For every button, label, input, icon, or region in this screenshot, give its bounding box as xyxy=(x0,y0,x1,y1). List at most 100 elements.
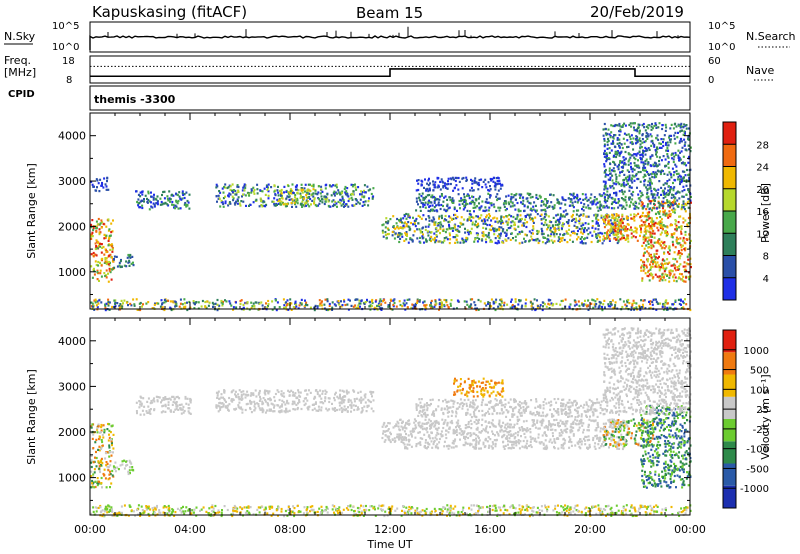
nsky-spikes xyxy=(107,26,679,38)
power-panel: 1000 2000 3000 4000 Slant Range [km] xyxy=(25,112,692,312)
x-tick-labels: 00:00 04:00 08:00 12:00 16:00 20:00 00:00 xyxy=(74,523,706,536)
velocity-colorbar-swatch xyxy=(723,463,736,486)
freq-tick-bottom: 8 xyxy=(66,75,72,86)
nsky-tick-bottom-left: 10^0 xyxy=(52,42,79,53)
station-title: Kapuskasing (fitACF) xyxy=(92,3,247,21)
velocity-colorbar-swatch xyxy=(723,352,736,375)
power-region-2 xyxy=(90,176,110,193)
velocity-colorbar-swatch xyxy=(723,374,736,397)
power-ylabel: Slant Range [km] xyxy=(25,163,38,259)
nsky-label: N.Sky xyxy=(4,30,36,43)
power-colorbar-label: Power [dB] xyxy=(759,183,772,243)
x-tick-label: 16:00 xyxy=(474,523,506,536)
velocity-cells xyxy=(90,327,692,518)
cpid-panel: themis -3300 xyxy=(89,85,691,111)
velocity-region-4 xyxy=(381,420,402,444)
freq-panel: Freq. [MHz] CPID 18 8 60 0 Nave xyxy=(4,54,774,100)
velocity-colorbar-tick: -100 xyxy=(746,445,769,456)
power-colorbar-tick: 4 xyxy=(763,274,769,285)
velocity-colorbar-swatch xyxy=(723,396,736,419)
nsearch-label: N.Search xyxy=(746,30,796,43)
power-colorbar-tick: 12 xyxy=(756,229,769,240)
power-colorbar-tick: 24 xyxy=(756,163,769,174)
power-colorbar-swatch xyxy=(723,166,736,189)
freq-tick-top: 18 xyxy=(62,56,75,67)
power-colorbar-swatch xyxy=(723,255,736,278)
velocity-region-1 xyxy=(112,459,135,476)
velocity-ytick-label: 2000 xyxy=(58,426,86,439)
power-colorbar-swatch xyxy=(723,144,736,167)
velocity-ytick-label: 3000 xyxy=(58,380,86,393)
velocity-ytick-label: 1000 xyxy=(58,472,86,485)
velocity-colorbar-swatch xyxy=(723,419,736,442)
nsky-series-line xyxy=(89,35,691,50)
nave-label: Nave xyxy=(746,64,774,77)
nsky-panel: N.Sky 10^5 10^0 10^5 10^0 N.Search xyxy=(4,21,796,53)
power-region-9 xyxy=(415,176,504,193)
nave-tick-top: 60 xyxy=(708,56,721,67)
power-ytick-label: 4000 xyxy=(58,130,86,143)
power-colorbar-swatch xyxy=(723,122,736,145)
power-region-8 xyxy=(415,192,605,213)
velocity-colorbar-tick: -1000 xyxy=(740,484,769,495)
cpid-text: themis -3300 xyxy=(94,93,176,106)
date-title: 20/Feb/2019 xyxy=(590,3,684,21)
velocity-colorbar-tick: 25 xyxy=(756,405,769,416)
velocity-panel: 1000 2000 3000 4000 Slant Range [km] xyxy=(25,317,692,518)
velocity-colorbar-tick: -500 xyxy=(746,464,769,475)
velocity-colorbar-tick: 500 xyxy=(750,366,769,377)
power-colorbar-swatch xyxy=(723,188,736,211)
velocity-region-8 xyxy=(602,418,655,448)
power-colorbar-tick: 16 xyxy=(756,207,769,218)
nsky-tick-top-left: 10^5 xyxy=(52,21,79,32)
velocity-axes: 1000 2000 3000 4000 xyxy=(58,318,691,515)
power-colorbar-tick: 8 xyxy=(763,252,769,263)
power-colorbar-swatch xyxy=(723,211,736,234)
velocity-colorbar: 1000 500 100 25 -25 -100 -500 -1000 xyxy=(722,329,769,509)
power-region-0 xyxy=(90,217,115,283)
velocity-region-3 xyxy=(215,389,375,414)
velocity-region-10 xyxy=(602,327,692,416)
velocity-region-6 xyxy=(415,397,604,419)
x-tick-label: 04:00 xyxy=(174,523,206,536)
beam-title: Beam 15 xyxy=(356,4,423,22)
x-tick-label: 08:00 xyxy=(274,523,306,536)
power-ytick-label: 2000 xyxy=(58,220,86,233)
nsky-tick-top-right: 10^5 xyxy=(708,21,735,32)
power-ytick-label: 3000 xyxy=(58,175,86,188)
velocity-region-9 xyxy=(640,404,692,489)
power-cells xyxy=(90,122,692,312)
power-ytick-label: 1000 xyxy=(58,266,86,279)
velocity-colorbar-tick: 1000 xyxy=(744,346,769,357)
velocity-ylabel: Slant Range [km] xyxy=(25,369,38,465)
x-tick-label: 12:00 xyxy=(374,523,406,536)
velocity-colorbar-swatch xyxy=(723,485,736,508)
velocity-region-7 xyxy=(453,377,505,398)
velocity-colorbar-tick: -25 xyxy=(753,425,769,436)
power-colorbar: 4 8 12 16 20 24 28 xyxy=(722,121,769,301)
velocity-ytick-label: 4000 xyxy=(58,335,86,348)
freq-series-line xyxy=(90,68,690,78)
power-region-6 xyxy=(381,215,402,240)
power-region-3 xyxy=(135,190,191,211)
power-colorbar-swatch xyxy=(723,233,736,256)
power-colorbar-swatch xyxy=(723,277,736,300)
power-region-5 xyxy=(277,188,317,206)
velocity-colorbar-tick: 100 xyxy=(750,385,769,396)
power-region-12 xyxy=(602,122,692,211)
power-region-7 xyxy=(397,212,630,245)
velocity-region-5 xyxy=(397,418,630,451)
nsky-tick-bottom-right: 10^0 xyxy=(708,42,735,53)
velocity-region-0 xyxy=(90,422,115,489)
power-colorbar-tick: 28 xyxy=(756,140,769,151)
x-axis-label: Time UT xyxy=(366,538,412,551)
power-region-11 xyxy=(640,199,692,283)
power-region-1 xyxy=(113,253,135,269)
power-colorbar-tick: 20 xyxy=(756,185,769,196)
x-tick-label: 00:00 xyxy=(74,523,106,536)
velocity-colorbar-swatch xyxy=(723,330,736,353)
velocity-colorbar-label: Velocity [m s⁻¹] xyxy=(759,374,772,459)
velocity-colorbar-swatch xyxy=(723,441,736,464)
freq-unit-label: [MHz] xyxy=(4,66,36,79)
freq-label: Freq. xyxy=(4,54,31,67)
